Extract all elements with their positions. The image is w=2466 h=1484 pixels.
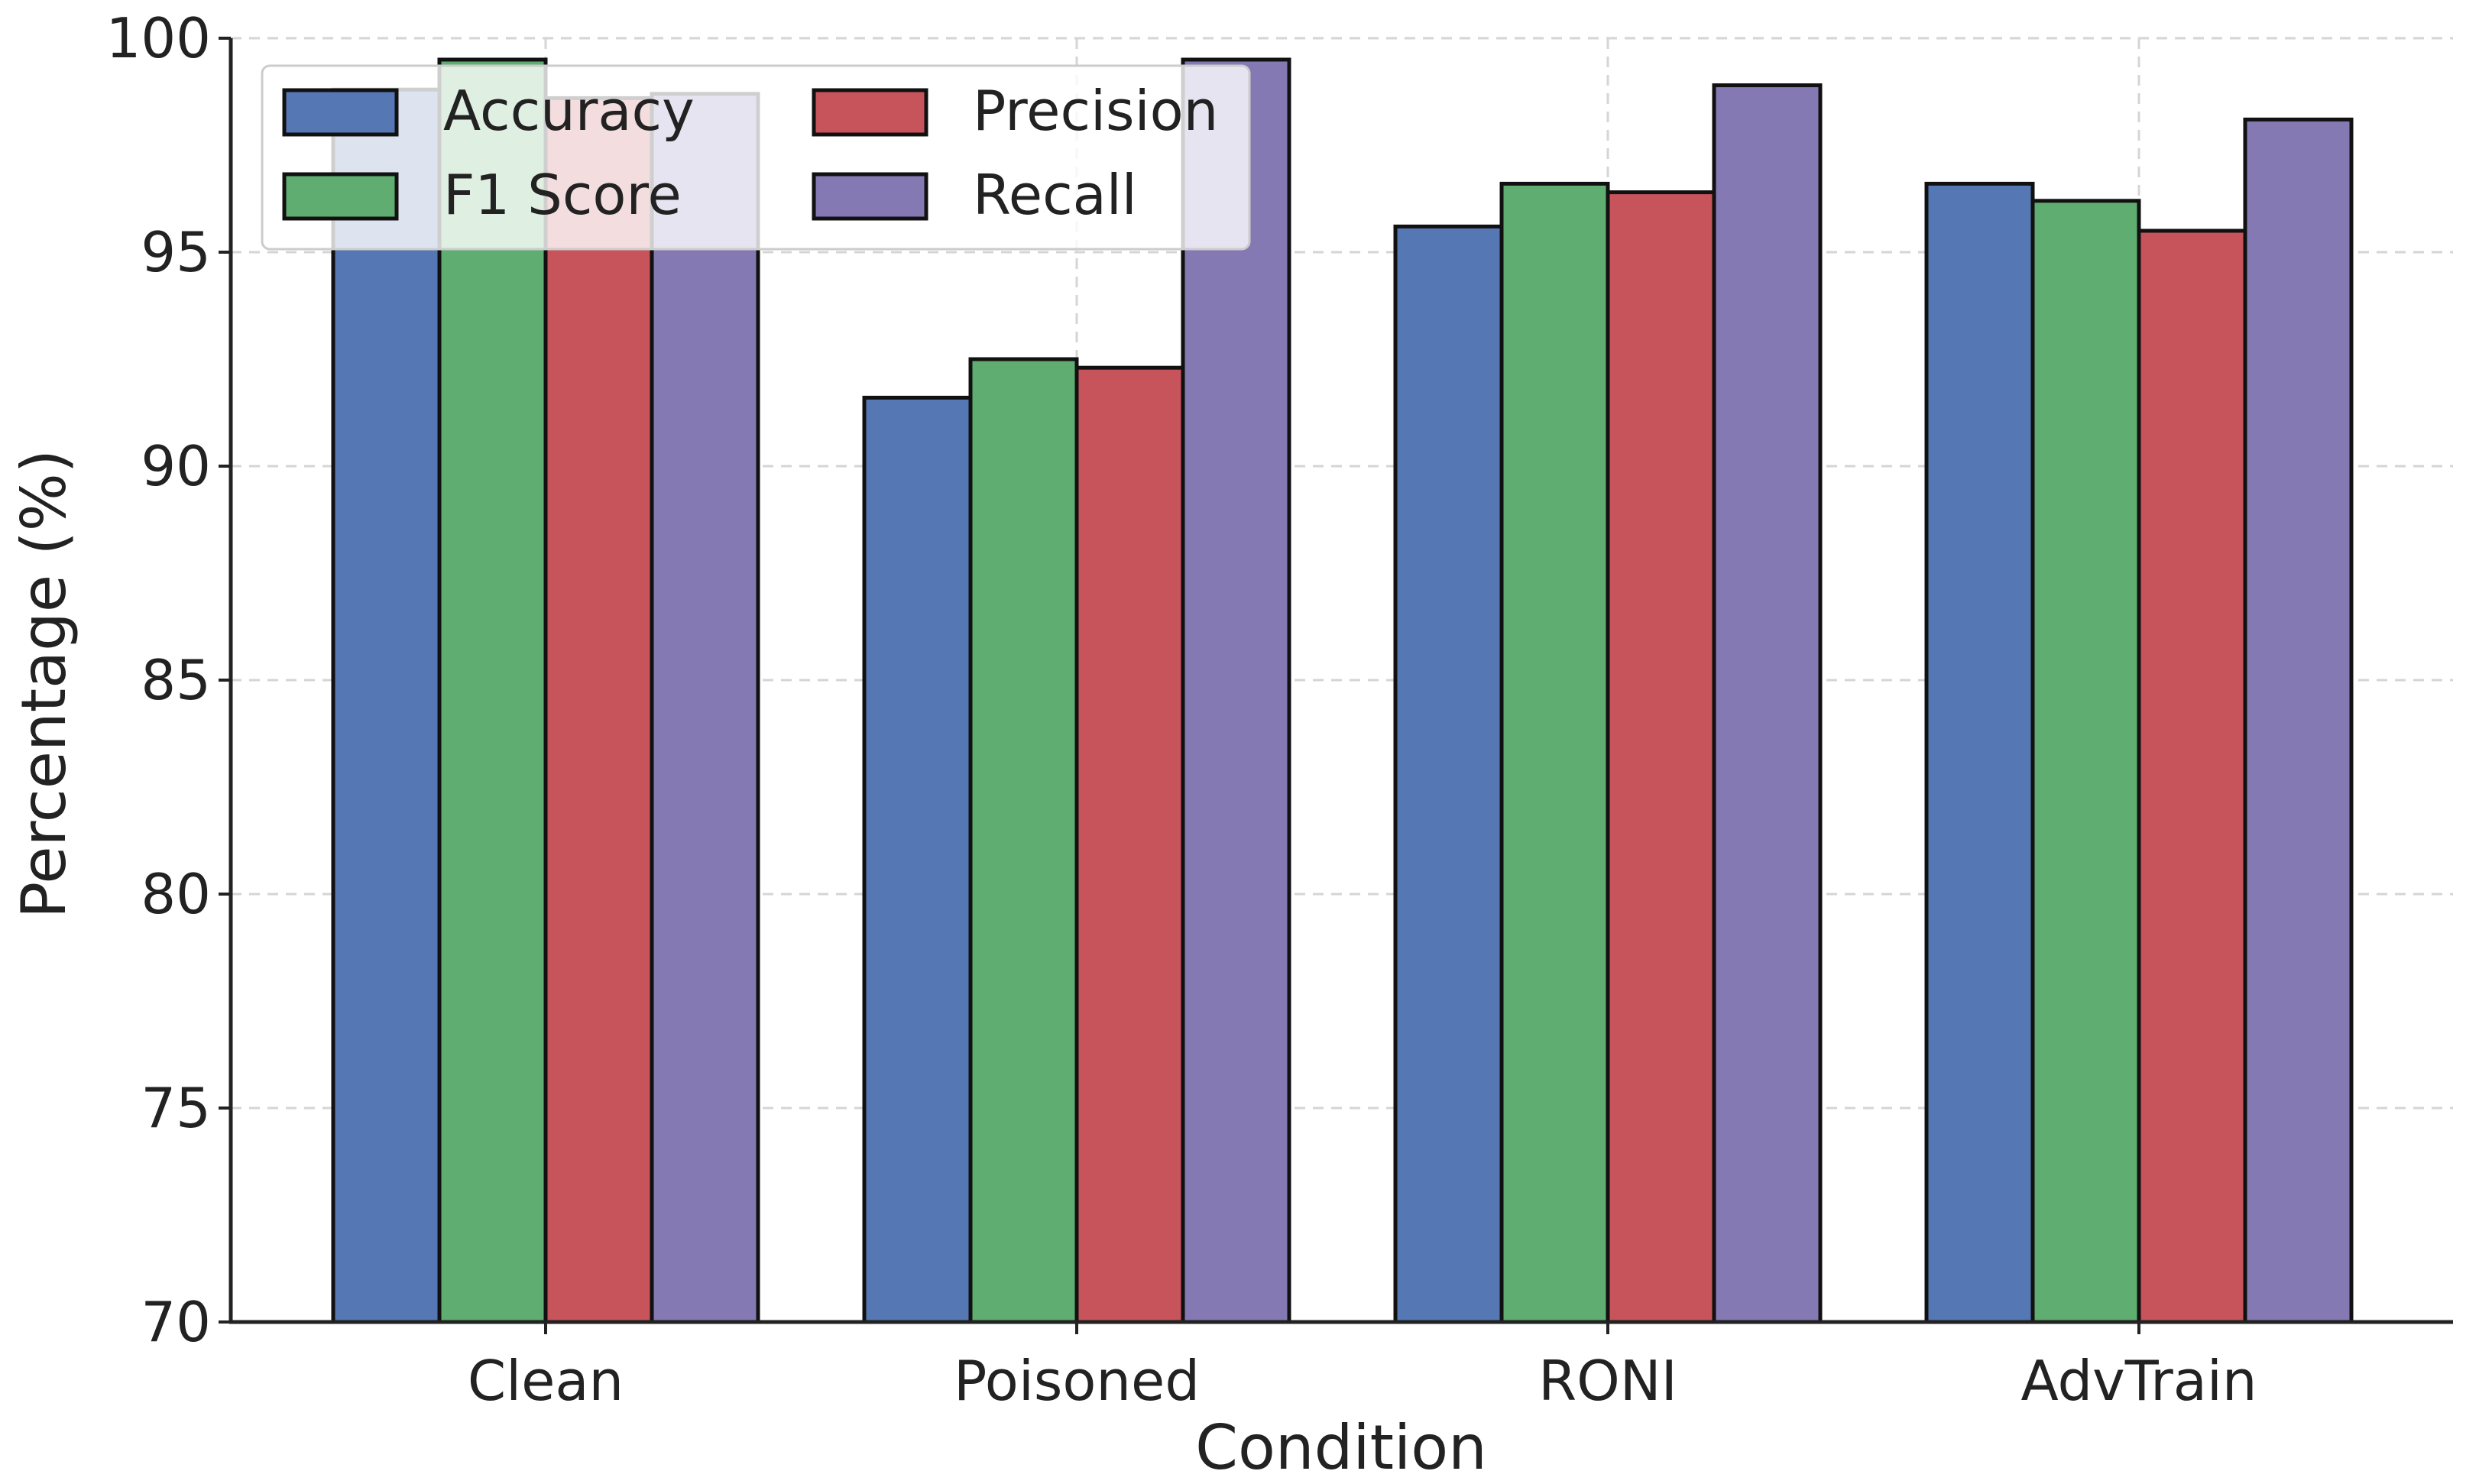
- bar-recall-advtrain: [2243, 117, 2354, 1324]
- bar-accuracy-poisoned: [862, 395, 973, 1324]
- y-tick-label: 80: [141, 862, 211, 926]
- x-ticks: Clean Poisoned RONI AdvTrain: [468, 1322, 2257, 1413]
- bar-f1-score-clean: [437, 57, 548, 1324]
- legend-items: Accuracy F1 Score Precision Recall: [282, 79, 1218, 227]
- bar-precision-roni: [1606, 190, 1716, 1324]
- legend-label: Accuracy: [443, 79, 695, 143]
- x-tick-label: Poisoned: [954, 1349, 1200, 1413]
- y-tick-label: 85: [141, 648, 211, 712]
- y-tick-label: 100: [106, 6, 211, 70]
- legend-label: Precision: [973, 79, 1218, 143]
- bar-recall-poisoned: [1181, 57, 1291, 1324]
- bar-precision-poisoned: [1074, 365, 1185, 1324]
- legend-frame: [261, 64, 1251, 251]
- legend: Accuracy F1 Score Precision Recall: [261, 64, 1251, 251]
- legend-label: F1 Score: [443, 163, 682, 227]
- y-tick-label: 90: [141, 434, 211, 498]
- bar-accuracy-clean: [331, 87, 442, 1324]
- legend-swatch-accuracy: [282, 88, 399, 137]
- bar-precision-advtrain: [2137, 228, 2247, 1324]
- bar-accuracy-roni: [1393, 224, 1504, 1324]
- x-tick-label: AdvTrain: [2020, 1349, 2257, 1413]
- legend-swatch-recall: [812, 172, 928, 221]
- legend-swatch-f1-score: [282, 172, 399, 221]
- y-axis-title: Percentage (%): [8, 449, 79, 919]
- bar-recall-clean: [650, 92, 760, 1324]
- y-ticks: 70 75 80 85 90 95 100: [106, 6, 231, 1354]
- legend-label: Recall: [973, 163, 1137, 227]
- x-tick-label: Clean: [468, 1349, 624, 1413]
- x-tick-label: RONI: [1538, 1349, 1677, 1413]
- bar-f1-score-advtrain: [2030, 199, 2141, 1324]
- y-tick-label: 75: [141, 1076, 211, 1140]
- bar-accuracy-advtrain: [1924, 181, 2035, 1324]
- bar-recall-roni: [1712, 83, 1823, 1324]
- bar-f1-score-poisoned: [968, 357, 1079, 1324]
- bar-precision-clean: [543, 96, 654, 1324]
- x-axis-title: Condition: [1195, 1412, 1487, 1483]
- legend-swatch-precision: [812, 88, 928, 137]
- y-tick-label: 70: [141, 1290, 211, 1354]
- bar-f1-score-roni: [1499, 181, 1610, 1324]
- bars-layer: [331, 57, 2354, 1324]
- y-tick-label: 95: [141, 220, 211, 284]
